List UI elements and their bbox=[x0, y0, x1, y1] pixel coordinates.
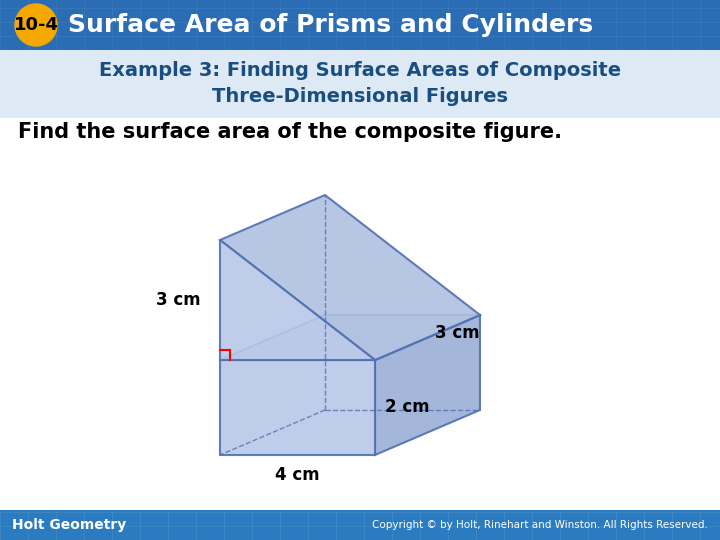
Text: Find the surface area of the composite figure.: Find the surface area of the composite f… bbox=[18, 122, 562, 142]
Text: Surface Area of Prisms and Cylinders: Surface Area of Prisms and Cylinders bbox=[68, 13, 593, 37]
Text: Copyright © by Holt, Rinehart and Winston. All Rights Reserved.: Copyright © by Holt, Rinehart and Winsto… bbox=[372, 520, 708, 530]
Text: Three-Dimensional Figures: Three-Dimensional Figures bbox=[212, 86, 508, 105]
Bar bbox=[0, 50, 720, 118]
Text: 2 cm: 2 cm bbox=[384, 399, 429, 416]
Text: Holt Geometry: Holt Geometry bbox=[12, 518, 126, 532]
Bar bbox=[0, 510, 720, 540]
Polygon shape bbox=[375, 315, 480, 455]
Polygon shape bbox=[220, 360, 375, 455]
Text: 3 cm: 3 cm bbox=[435, 323, 480, 341]
Text: 4 cm: 4 cm bbox=[275, 466, 320, 484]
Text: 10-4: 10-4 bbox=[14, 16, 58, 34]
Bar bbox=[0, 0, 720, 50]
Circle shape bbox=[15, 4, 57, 46]
Polygon shape bbox=[220, 240, 375, 360]
Text: Example 3: Finding Surface Areas of Composite: Example 3: Finding Surface Areas of Comp… bbox=[99, 60, 621, 79]
Polygon shape bbox=[220, 195, 480, 360]
Polygon shape bbox=[220, 315, 480, 360]
Text: 3 cm: 3 cm bbox=[156, 291, 200, 309]
